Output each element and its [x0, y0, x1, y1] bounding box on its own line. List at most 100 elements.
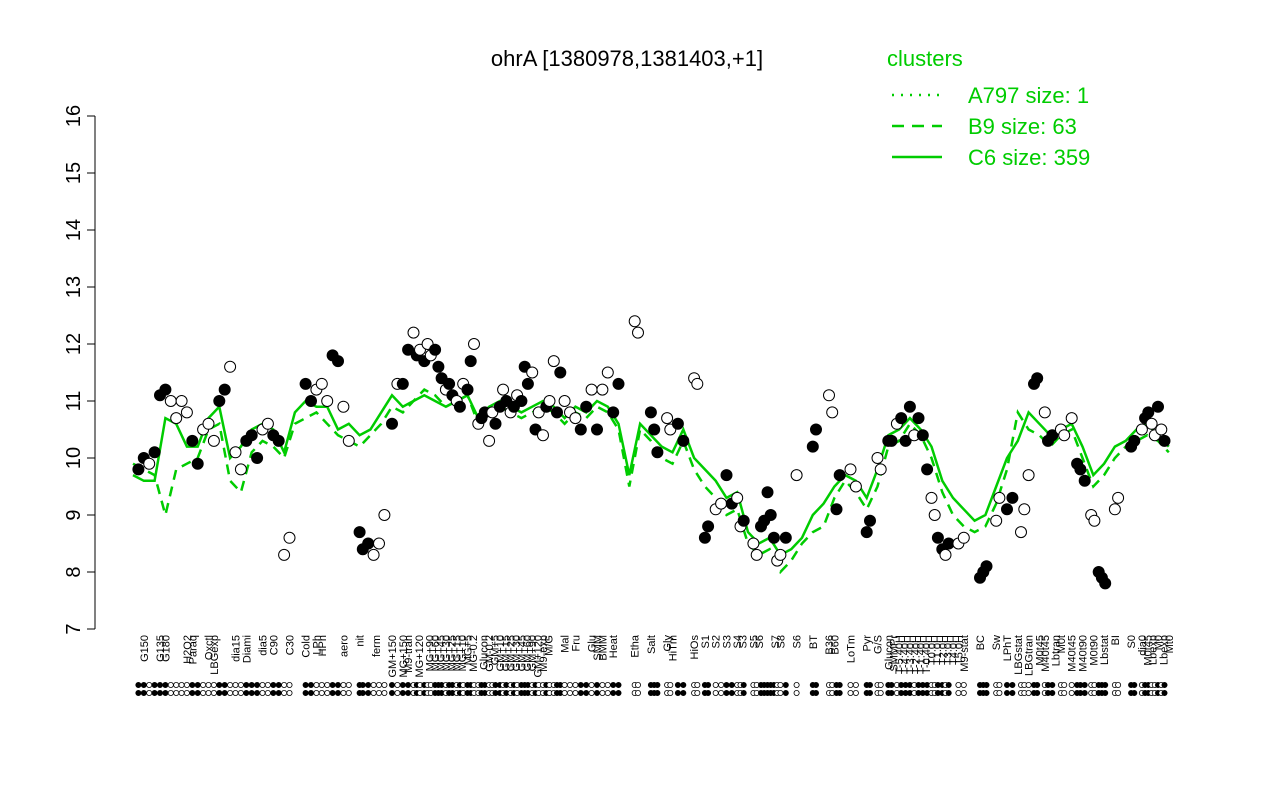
- data-point: [648, 423, 661, 436]
- x-tick-label: T-3.40H: [905, 635, 917, 674]
- x-tick-label: MG+45: [436, 635, 448, 671]
- x-marker: [852, 690, 859, 697]
- x-marker: [248, 690, 255, 697]
- x-marker: [1034, 690, 1041, 697]
- x-tick-label: GM+120: [533, 635, 545, 678]
- x-tick-label: M40t45: [1067, 635, 1079, 672]
- x-tick-label: S4: [732, 635, 744, 648]
- x-tick-label: GM-0.2: [484, 635, 496, 672]
- x-tick-label: MG-0.2: [468, 635, 480, 672]
- data-point: [612, 377, 625, 390]
- data-point: [931, 531, 944, 544]
- x-tick-label: M0t45: [1034, 635, 1046, 666]
- data-point: [990, 514, 1003, 527]
- x-tick-label: S3: [721, 635, 733, 648]
- x-tick-label: GM+30: [511, 635, 523, 671]
- x-tick-label: S3: [738, 635, 750, 648]
- x-marker: [359, 690, 366, 697]
- data-point: [554, 366, 567, 379]
- x-marker: [705, 690, 712, 697]
- x-marker: [1004, 682, 1011, 689]
- x-marker: [615, 690, 622, 697]
- x-marker: [329, 690, 336, 697]
- x-tick-label: MG+25: [446, 635, 458, 671]
- legend: clusters A797 size: 1 B9 size: 63 C6 siz…: [887, 46, 1090, 170]
- x-marker: [248, 682, 255, 689]
- data-point: [1001, 503, 1013, 516]
- data-point: [874, 463, 887, 476]
- x-marker: [399, 682, 406, 689]
- data-point: [715, 497, 728, 510]
- x-marker: [588, 690, 595, 697]
- x-tick-label: S8: [775, 635, 787, 648]
- data-point: [489, 417, 502, 430]
- x-marker: [254, 682, 261, 689]
- x-marker: [365, 690, 372, 697]
- x-tick-label: BC: [975, 635, 987, 650]
- data-point: [407, 326, 420, 339]
- x-tick-label: Lbtran: [1051, 635, 1063, 666]
- x-marker: [183, 690, 190, 697]
- x-tick-label: HiTm: [668, 635, 680, 661]
- x-marker: [728, 690, 735, 697]
- x-tick-label: M9-stat: [959, 635, 971, 672]
- x-marker: [264, 690, 271, 697]
- x-marker: [307, 690, 314, 697]
- x-tick-label: M40t45: [1040, 635, 1052, 672]
- x-tick-label: Salt: [646, 635, 658, 654]
- x-marker: [847, 682, 854, 689]
- x-tick-label: dia5: [257, 635, 269, 656]
- x-marker: [162, 682, 169, 689]
- data-point: [337, 400, 350, 413]
- x-marker: [259, 682, 266, 689]
- data-point: [607, 406, 620, 419]
- x-marker: [1049, 682, 1056, 689]
- data-point: [628, 315, 641, 328]
- data-point: [1022, 469, 1035, 482]
- data-point: [299, 377, 312, 390]
- data-point: [601, 366, 614, 379]
- x-marker: [694, 690, 701, 697]
- data-point: [585, 383, 598, 396]
- data-point: [453, 400, 466, 413]
- x-marker: [275, 690, 282, 697]
- x-marker: [381, 682, 388, 689]
- x-marker: [599, 682, 606, 689]
- x-marker: [712, 682, 719, 689]
- y-tick-label: 16: [63, 105, 85, 127]
- y-tick-label: 14: [63, 219, 85, 241]
- x-marker: [996, 682, 1003, 689]
- data-point: [939, 548, 952, 561]
- x-marker: [604, 682, 611, 689]
- x-tick-label: H2O2: [182, 635, 194, 664]
- x-tick-label: MG+30: [441, 635, 453, 671]
- x-marker: [955, 682, 962, 689]
- x-marker: [200, 690, 207, 697]
- x-marker: [375, 682, 382, 689]
- x-marker: [381, 690, 388, 697]
- data-point: [558, 395, 571, 407]
- x-marker: [813, 690, 820, 697]
- data-point: [1108, 503, 1121, 516]
- x-marker: [694, 682, 701, 689]
- legend-entry-label: C6 size: 359: [968, 145, 1090, 170]
- x-marker: [867, 682, 874, 689]
- x-tick-label: G150: [139, 635, 151, 662]
- data-point: [321, 395, 334, 407]
- x-marker: [210, 682, 217, 689]
- data-point: [234, 463, 247, 476]
- x-marker: [394, 690, 401, 697]
- x-marker: [162, 690, 169, 697]
- x-tick-label: M0t90: [1088, 635, 1100, 666]
- x-marker: [286, 682, 293, 689]
- series-line-solid: [132, 393, 1170, 557]
- x-marker: [135, 682, 142, 689]
- data-point: [1128, 434, 1141, 447]
- data-point: [779, 531, 792, 544]
- x-marker: [178, 682, 185, 689]
- x-tick-label: Fru: [570, 635, 582, 652]
- data-point: [737, 514, 750, 527]
- data-point: [224, 360, 237, 373]
- data-point: [1155, 423, 1168, 436]
